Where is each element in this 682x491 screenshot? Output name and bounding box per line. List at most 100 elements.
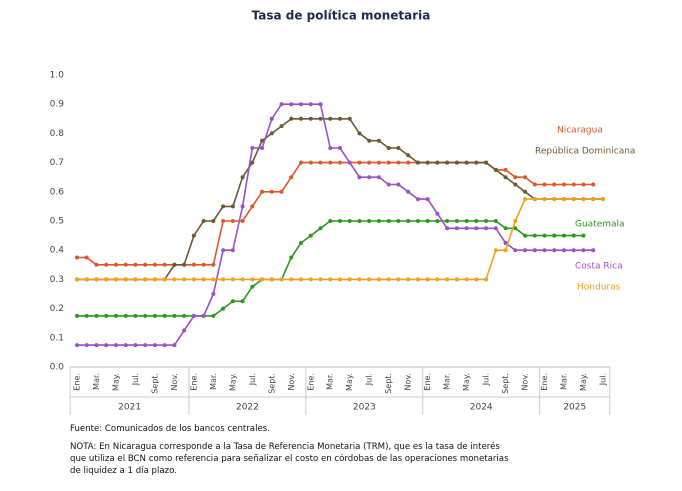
- series-marker: [133, 343, 138, 348]
- series-marker: [260, 138, 265, 143]
- series-marker: [474, 219, 479, 223]
- x-tick-label: Mar.: [209, 373, 218, 390]
- source: Fuente: Comunicados de los bancos centra…: [70, 424, 270, 434]
- series-marker: [367, 160, 372, 165]
- y-tick-label: 0.3: [50, 275, 64, 285]
- series-marker: [230, 299, 235, 304]
- series-marker: [464, 160, 469, 165]
- series-marker: [513, 219, 518, 223]
- chart-title: Tasa de política monetaria: [252, 9, 431, 23]
- x-tick-label: Sept.: [150, 373, 159, 394]
- series-marker: [260, 277, 265, 282]
- series-marker: [347, 116, 352, 121]
- y-tick-label: 1.0: [50, 71, 65, 81]
- x-tick-label: May.: [228, 373, 237, 391]
- series-marker: [269, 277, 274, 282]
- series-marker: [445, 160, 450, 165]
- x-tick-label: May.: [111, 373, 120, 391]
- x-tick-label: Jul.: [248, 373, 257, 386]
- series-marker: [123, 313, 128, 318]
- chart: Tasa de política monetaria 0.0 0.1 0.2 0.3 0…: [50, 9, 635, 415]
- x-tick-label: Nov.: [404, 373, 413, 391]
- series-marker: [562, 197, 566, 202]
- year-label: 2021: [118, 403, 141, 413]
- series-marker: [542, 197, 547, 202]
- series-marker: [396, 160, 401, 165]
- series-marker: [211, 313, 216, 318]
- series-marker: [571, 182, 576, 187]
- x-tick-label: Jul.: [598, 373, 607, 386]
- series-marker: [386, 160, 391, 165]
- series-marker: [123, 343, 128, 348]
- series-marker: [425, 219, 430, 223]
- series-marker: [94, 277, 99, 282]
- series-marker: [523, 197, 528, 202]
- series-marker: [445, 226, 450, 231]
- series-marker: [221, 204, 226, 209]
- series-marker: [581, 182, 586, 187]
- series-marker: [221, 306, 226, 311]
- series-marker: [464, 277, 469, 282]
- series-marker: [513, 175, 518, 180]
- legend-label: Guatemala: [575, 220, 625, 230]
- series-marker: [562, 248, 566, 253]
- series-marker: [269, 131, 274, 136]
- series-marker: [474, 160, 479, 165]
- series-marker: [474, 226, 479, 231]
- series-marker: [328, 146, 333, 150]
- x-tick-label: Ene.: [189, 373, 198, 391]
- series-marker: [240, 204, 245, 209]
- x-tick-label: Nov.: [287, 373, 296, 391]
- series-marker: [513, 226, 518, 231]
- series-marker: [279, 102, 284, 107]
- series-marker: [406, 153, 411, 158]
- series-marker: [513, 248, 518, 253]
- series-marker: [406, 189, 411, 194]
- series-marker: [182, 328, 187, 333]
- series-marker: [493, 248, 498, 253]
- series-line: [77, 220, 584, 317]
- series-marker: [152, 313, 157, 318]
- series-marker: [425, 197, 430, 202]
- series-marker: [279, 124, 284, 129]
- series-marker: [396, 277, 401, 282]
- series-marker: [143, 262, 148, 267]
- series-marker: [84, 343, 89, 348]
- x-tick-label: Mar.: [560, 373, 569, 390]
- series-marker: [143, 313, 148, 318]
- series-marker: [445, 277, 450, 282]
- series-marker: [503, 248, 508, 253]
- series-marker: [230, 219, 235, 223]
- series-marker: [113, 313, 118, 318]
- series-marker: [211, 219, 216, 223]
- series-marker: [182, 313, 187, 318]
- series-marker: [386, 277, 391, 282]
- series-marker: [133, 262, 138, 267]
- series-marker: [552, 248, 557, 253]
- series-marker: [191, 313, 196, 318]
- y-tick-label: 0.9: [50, 100, 65, 110]
- series-marker: [523, 175, 528, 180]
- series-marker: [182, 277, 187, 282]
- series-marker: [503, 167, 508, 172]
- series-marker: [406, 160, 411, 165]
- series-marker: [201, 219, 206, 223]
- series-marker: [191, 262, 196, 267]
- series-marker: [484, 226, 489, 231]
- series-marker: [503, 240, 508, 245]
- series-marker: [425, 160, 430, 165]
- series-marker: [562, 182, 566, 187]
- series-marker: [435, 160, 440, 165]
- series-marker: [289, 102, 294, 107]
- series-marker: [84, 255, 89, 260]
- series-marker: [299, 240, 304, 245]
- y-tick-label: 0.2: [50, 304, 64, 314]
- series-marker: [367, 175, 372, 180]
- note: NOTA: En Nicaragua corresponde a la Tasa…: [70, 442, 509, 476]
- series-marker: [396, 219, 401, 223]
- x-tick-label: Ene.: [306, 373, 315, 391]
- series-marker: [84, 277, 89, 282]
- series-marker: [318, 160, 323, 165]
- series-marker: [347, 277, 352, 282]
- series-marker: [182, 262, 187, 267]
